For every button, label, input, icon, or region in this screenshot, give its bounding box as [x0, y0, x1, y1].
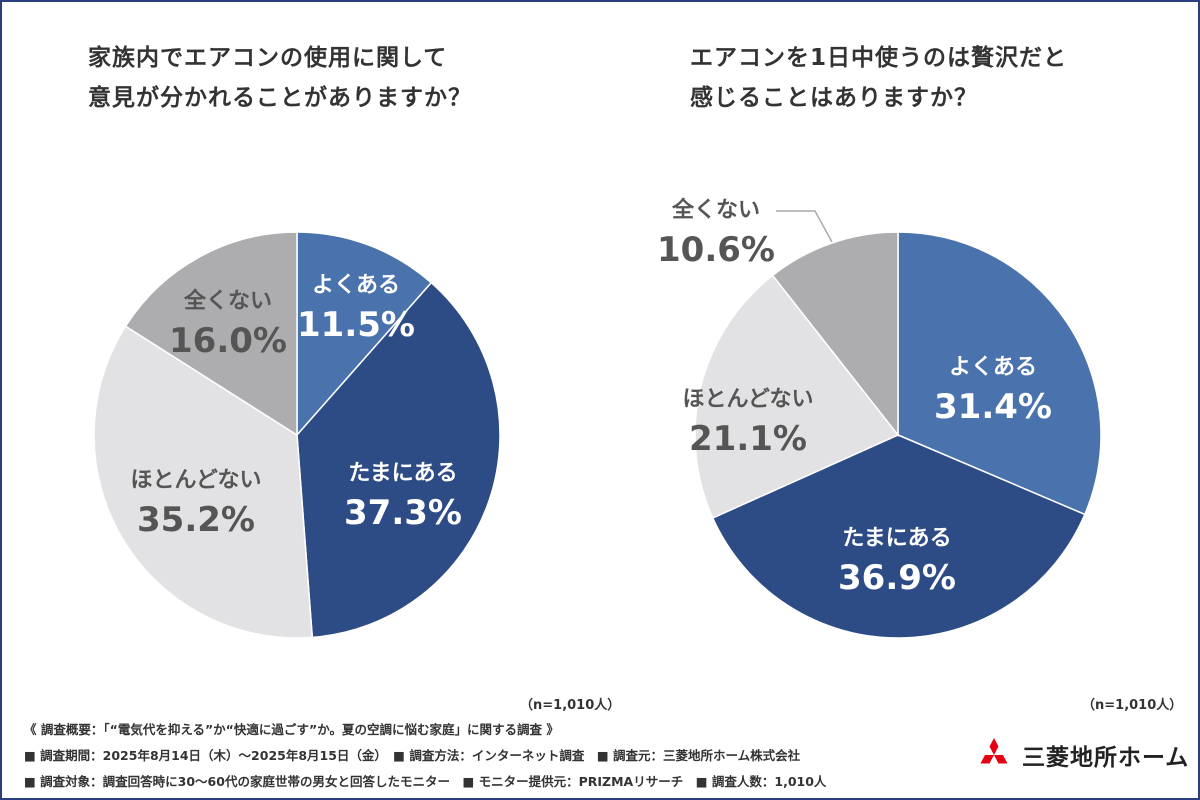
pie1-value-mattaku: 16.0% — [169, 321, 287, 361]
pie2-leader-line — [776, 210, 833, 243]
pie2-label-mattaku: 全くない — [671, 197, 760, 223]
sample-size-note-left: （n=1,010人） — [520, 698, 621, 713]
pie2-label-yoku: よくある — [949, 355, 1037, 380]
pie1-label-yoku: よくある — [312, 273, 400, 298]
pie2-slice-tama — [711, 434, 1086, 639]
pie1-value-tama: 37.3% — [344, 493, 462, 533]
chart-title-left-line2: 意見が分かれることがありますか？ — [88, 85, 472, 111]
chart-title-left: 家族内でエアコンの使用に関して 意見が分かれることがありますか？ — [88, 38, 472, 118]
pie2-slice-hotondo — [694, 274, 900, 519]
pie2-value-yoku: 31.4% — [934, 387, 1052, 427]
survey-period-method: ■ 調査期間：2025年8月14日（木）〜2025年8月15日（金） ■ 調査方… — [24, 748, 801, 763]
chart-title-right-line1: エアコンを1日中使うのは贅沢だと — [690, 45, 1068, 71]
mitsubishi-three-diamonds-icon — [980, 738, 1008, 764]
pie2-value-mattaku: 10.6% — [657, 230, 775, 270]
company-logo-text: 三菱地所ホーム — [1022, 745, 1190, 771]
pie2-label-hotondo: ほとんどない — [683, 387, 814, 412]
pie1-label-tama: たまにある — [348, 461, 457, 486]
pie2-label-tama: たまにある — [842, 526, 951, 551]
sample-size-note-right: （n=1,010人） — [1082, 698, 1183, 713]
pie1-value-hotondo: 35.2% — [137, 500, 255, 540]
pie1-slice-tama — [296, 281, 501, 639]
pie1-slice-mattaku — [124, 231, 298, 437]
pie1-slice-yoku — [296, 231, 433, 437]
company-logo: 三菱地所ホーム — [976, 735, 1189, 775]
pie1-label-mattaku: 全くない — [183, 288, 272, 314]
pie2-slice-yoku — [897, 231, 1102, 516]
survey-overview: 《 調査概要：「“電気代を抑える”か“快適に過ごす”か。夏の空調に悩む家庭」に関… — [24, 722, 559, 737]
chart-title-right-line2: 感じることはありますか？ — [690, 85, 978, 111]
pie2-slice-mattaku — [771, 231, 899, 438]
chart-title-left-line1: 家族内でエアコンの使用に関して — [88, 45, 448, 71]
pie2-value-tama: 36.9% — [838, 558, 956, 598]
pie1-slice-hotondo — [93, 325, 314, 639]
chart-title-right: エアコンを1日中使うのは贅沢だと 感じることはありますか？ — [690, 38, 1067, 118]
pie1-value-yoku: 11.5% — [297, 305, 415, 345]
pie1-label-hotondo: ほとんどない — [131, 468, 262, 493]
survey-target-info: ■ 調査対象：調査回答時に30〜60代の家庭世帯の男女と回答したモニター ■ モ… — [24, 774, 827, 789]
pie2-value-hotondo: 21.1% — [689, 419, 807, 459]
